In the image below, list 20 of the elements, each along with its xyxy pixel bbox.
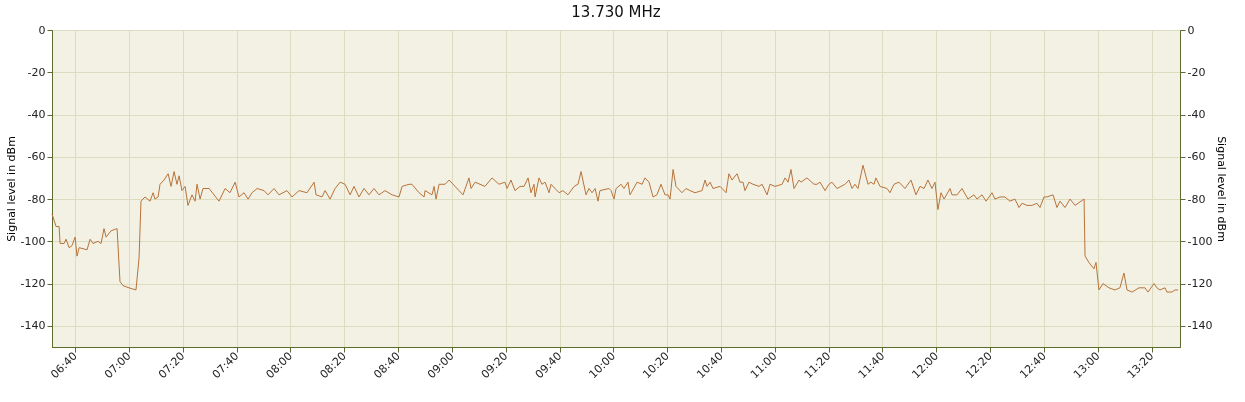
y2-tick-label: -140: [1187, 319, 1213, 333]
y-axis-title: Signal level in dBm: [4, 136, 18, 242]
y-tick-label: -140: [20, 319, 46, 333]
y-tick-label: -60: [27, 150, 46, 164]
y2-tick-label: -40: [1187, 108, 1206, 122]
chart-title: 13.730 MHz: [571, 3, 661, 21]
y-tick-label: -20: [27, 65, 46, 79]
y2-tick-label: -120: [1187, 277, 1213, 291]
y2-axis-title: Signal level in dBm: [1215, 136, 1229, 242]
y-tick-label: -100: [20, 234, 46, 248]
y2-tick-label: -100: [1187, 234, 1213, 248]
y2-tick-label: -60: [1187, 150, 1206, 164]
y-tick-label: -120: [20, 277, 46, 291]
y2-tick-label: -80: [1187, 192, 1206, 206]
y2-tick-label: -20: [1187, 65, 1206, 79]
y-tick-label: -80: [27, 192, 46, 206]
y-tick-label: 0: [38, 23, 46, 37]
y2-tick-label: 0: [1187, 23, 1195, 37]
y-tick-label: -40: [27, 108, 46, 122]
line-series: [51, 164, 1179, 293]
